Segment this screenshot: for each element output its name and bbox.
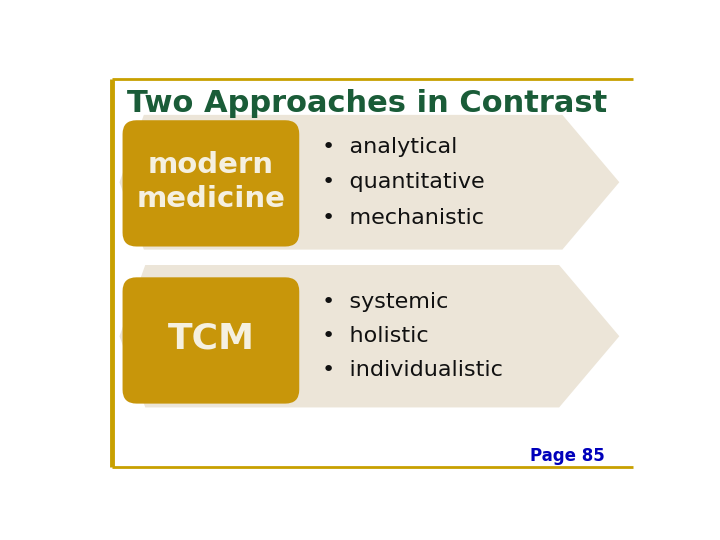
Text: modern
medicine: modern medicine: [137, 151, 285, 213]
FancyBboxPatch shape: [122, 278, 300, 403]
Text: TCM: TCM: [167, 322, 254, 356]
Text: •  analytical: • analytical: [323, 137, 458, 157]
Polygon shape: [120, 265, 619, 408]
Text: Page 85: Page 85: [530, 447, 605, 465]
Text: •  individualistic: • individualistic: [323, 360, 503, 380]
Text: •  quantitative: • quantitative: [323, 172, 485, 192]
FancyBboxPatch shape: [122, 120, 300, 247]
Text: •  systemic: • systemic: [323, 292, 449, 312]
Text: •  holistic: • holistic: [323, 326, 429, 346]
Polygon shape: [120, 115, 619, 249]
Text: •  mechanistic: • mechanistic: [323, 208, 485, 228]
Text: Two Approaches in Contrast: Two Approaches in Contrast: [127, 90, 608, 118]
